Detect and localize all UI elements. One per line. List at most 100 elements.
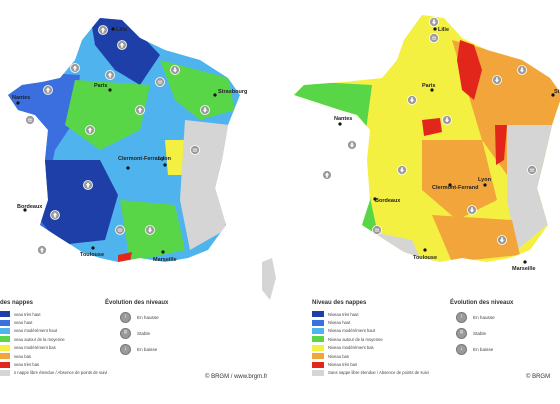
city-label-bordeaux: Bordeaux (17, 204, 43, 210)
legend-level-label: veau haut (14, 320, 33, 326)
city-label-lyon: Lyon (478, 177, 492, 183)
arrow-down-icon (429, 17, 439, 27)
arrow-down-icon: ↓ (456, 343, 467, 355)
legend-level-label: Niveau très haut (328, 311, 359, 317)
city-label-lille: Lille (116, 27, 127, 33)
arrow-up-icon (43, 85, 53, 95)
legend-level-item: veau très bas (0, 360, 107, 368)
arrow-down-icon (517, 65, 527, 75)
france-map-left: Lille Paris Strasbourg Nantes Clermont-F… (8, 18, 276, 300)
legend-swatch (0, 369, 10, 376)
legend-level-label: veau très bas (14, 362, 40, 368)
city-label-marseille: Marseille (153, 257, 177, 263)
region-north-very-high (90, 18, 160, 85)
arrow-up-icon (135, 105, 145, 115)
legend-level-label: veau très haut (14, 311, 41, 317)
legend-level-item: veau autour de la moyenne (0, 335, 107, 343)
city-label-paris: Paris (94, 83, 107, 89)
legend-evolution-label: Stable (473, 330, 487, 336)
city-label-clermont: Clermont-Ferrand (432, 185, 478, 191)
region-rhone-mod-low (165, 140, 185, 175)
region-loire-very-low (422, 118, 442, 136)
equals-icon (527, 165, 537, 175)
legend-evolution-list: ↑ En hausse = Stable ↓ En baisse (456, 309, 495, 357)
arrow-down-icon (497, 235, 507, 245)
city-label-toulouse: Toulouse (80, 252, 104, 258)
legend-swatch (312, 353, 324, 360)
credit-text: © BRGM (526, 374, 551, 380)
equals-icon (429, 33, 439, 43)
legend-swatch (312, 319, 324, 326)
city-label-lyon: Lyon (158, 156, 172, 162)
arrow-down-icon (347, 140, 357, 150)
legend-evolution-label: En hausse (473, 314, 495, 320)
arrow-down-icon (442, 115, 452, 125)
city-label-lille: Lille (438, 27, 449, 33)
legend-level-item: Niveau autour de la moyenne (312, 335, 429, 343)
legend-evolution-item: ↓ En baisse (120, 341, 159, 357)
legend-evolution-title: Évolution des niveaux (105, 300, 169, 306)
region-southwest-very-high (40, 160, 118, 245)
legend-level-item: Niveau haut (312, 318, 429, 326)
arrow-up-icon (322, 170, 332, 180)
city-label-toulouse: Toulouse (413, 255, 437, 261)
legend-level-label: veau autour de la moyenne (14, 336, 65, 342)
legend-levels-list: Niveau très haut Niveau haut Niveau modéré… (312, 310, 429, 377)
arrow-up-icon (98, 25, 108, 35)
arrow-up-icon (50, 210, 60, 220)
legend-level-label: Niveau modérément haut (328, 328, 376, 334)
city-label-bordeaux: Bordeaux (375, 198, 401, 204)
legend-swatch (312, 336, 324, 343)
legend-levels-title: Niveau des nappes (312, 300, 367, 306)
legend-level-item: Niveau très haut (312, 310, 429, 318)
legend-swatch (0, 353, 10, 360)
arrow-down-icon (200, 105, 210, 115)
legend-level-label: s nappe libre étendue / Absence de point… (14, 370, 108, 376)
region-champagne-very-low (457, 40, 482, 100)
arrow-up-icon: ↑ (456, 311, 467, 323)
arrow-down-icon (397, 165, 407, 175)
arrow-up-icon (105, 70, 115, 80)
legend-level-item: Niveau modérément haut (312, 327, 429, 335)
arrow-down-icon (145, 225, 155, 235)
region-alps-none (180, 120, 230, 250)
legend-evolution-label: Stable (137, 330, 151, 336)
legend-level-label: veau modérément bas (14, 345, 56, 351)
region-saone-very-low (495, 125, 507, 165)
equals-icon (115, 225, 125, 235)
legend-level-label: Niveau modérément bas (328, 345, 374, 351)
arrow-up-icon (83, 180, 93, 190)
legend-swatch (312, 361, 324, 368)
legend-swatch (312, 369, 324, 376)
arrow-up-icon: ↑ (120, 311, 131, 323)
legend-evolution-item: ↓ En baisse (456, 341, 495, 357)
equals-icon (372, 225, 382, 235)
legend-evolution-item: = Stable (456, 325, 495, 341)
legend-level-label: veau bas (14, 353, 31, 359)
legend-level-label: Niveau haut (328, 320, 351, 326)
city-label-paris: Paris (422, 83, 435, 89)
legend-evolution-item: ↑ En hausse (120, 309, 159, 325)
legend-swatch (312, 344, 324, 351)
city-label-strasbourg: Strasbourg (218, 89, 247, 95)
legend-swatch (0, 327, 10, 334)
legend-level-item: veau haut (0, 318, 107, 326)
legend-swatch (0, 336, 10, 343)
legend-evolution-list: ↑ En hausse = Stable ↓ En baisse (120, 309, 159, 357)
legend-evolution-item: ↑ En hausse (456, 309, 495, 325)
legend-evolution-title: Évolution des niveaux (450, 300, 514, 306)
legend-evolution-label: En baisse (473, 346, 494, 352)
legend-level-label: Niveau autour de la moyenne (328, 336, 383, 342)
city-label-clermont: Clermont-Ferrand (118, 156, 164, 162)
legend-swatch (312, 311, 324, 318)
arrow-up-icon (70, 63, 80, 73)
legend-evolution-label: En hausse (137, 314, 159, 320)
legend-level-label: veau modérément haut (14, 328, 58, 334)
equals-icon (25, 115, 35, 125)
legend-level-item: Niveau modérément bas (312, 344, 429, 352)
credit-text: © BRGM / www.brgm.fr (205, 374, 268, 380)
evolution-markers-right (322, 17, 537, 245)
equals-icon (190, 145, 200, 155)
legend-level-label: Niveau très bas (328, 362, 358, 368)
region-east-average (160, 60, 235, 120)
